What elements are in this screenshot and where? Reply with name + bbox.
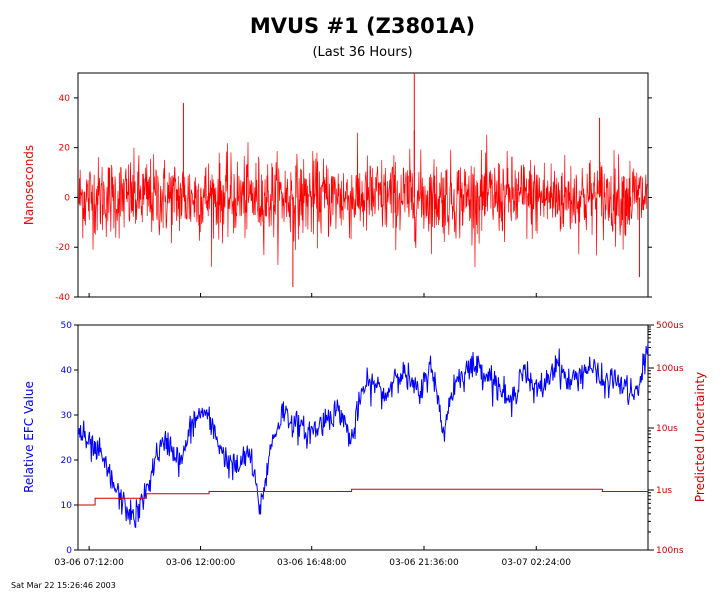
uncertainty-y-tick-label: 1us — [656, 486, 672, 496]
time-x-ticks: 03-06 07:12:00 03-06 12:00:00 03-06 16:48:… — [54, 546, 571, 568]
uncertainty-y-tick-label: 100us — [656, 364, 684, 374]
efc-y-tick-label: 50 — [61, 321, 73, 331]
efc-y-tick-label: 10 — [61, 501, 73, 511]
phase-y-axis-label: Nanoseconds — [22, 145, 36, 225]
efc-y-ticks: 50 40 30 20 10 0 — [61, 321, 78, 556]
phase-y-tick-label: -20 — [55, 243, 70, 253]
uncertainty-y-axis-label: Predicted Uncertainty — [693, 372, 707, 502]
phase-noise-line — [78, 132, 648, 268]
efc-y-axis-label: Relative EFC Value — [22, 381, 36, 493]
efc-y-tick-label: 30 — [61, 411, 73, 421]
phase-y-tick-label: 40 — [59, 94, 71, 104]
uncertainty-y-tick-label: 100ns — [656, 546, 684, 556]
phase-y-tick-label: -40 — [55, 293, 70, 303]
phase-series — [78, 73, 648, 288]
efc-plot-frame — [77, 324, 649, 551]
efc-y-tick-label: 40 — [61, 366, 73, 376]
efc-line — [77, 341, 649, 529]
phase-y-tick-label: 20 — [59, 144, 71, 154]
uncertainty-y-tick-label: 500us — [656, 321, 684, 331]
phase-panel: 40 20 0 -20 -40 Nanoseconds — [22, 72, 652, 303]
efc-series — [77, 341, 649, 529]
phase-y-tick-label: 0 — [64, 193, 70, 203]
time-x-tick-label: 03-06 21:36:00 — [389, 558, 459, 568]
efc-y-tick-label: 0 — [66, 546, 72, 556]
efc-y-tick-label: 20 — [61, 456, 73, 466]
time-x-tick-label: 03-07 02:24:00 — [502, 558, 572, 568]
time-x-tick-label: 03-06 16:48:00 — [277, 558, 347, 568]
time-x-tick-label: 03-06 12:00:00 — [166, 558, 236, 568]
phase-y-ticks: 40 20 0 -20 -40 — [55, 94, 652, 303]
chart-subtitle: (Last 36 Hours) — [312, 45, 413, 60]
time-x-tick-label: 03-06 07:12:00 — [54, 558, 124, 568]
chart-title: MVUS #1 (Z3801A) — [249, 14, 476, 38]
phase-plot-frame — [77, 72, 649, 298]
efc-panel: 50 40 30 20 10 0 500us 100us 10us 1us 100ns 03-06… — [22, 321, 707, 568]
generated-timestamp: Sat Mar 22 15:26:46 2003 — [11, 581, 116, 590]
uncertainty-y-ticks: 500us 100us 10us 1us 100ns — [648, 321, 684, 556]
uncertainty-y-tick-label: 10us — [656, 424, 678, 434]
uncertainty-series — [78, 488, 648, 506]
uncertainty-step-line — [78, 488, 648, 506]
